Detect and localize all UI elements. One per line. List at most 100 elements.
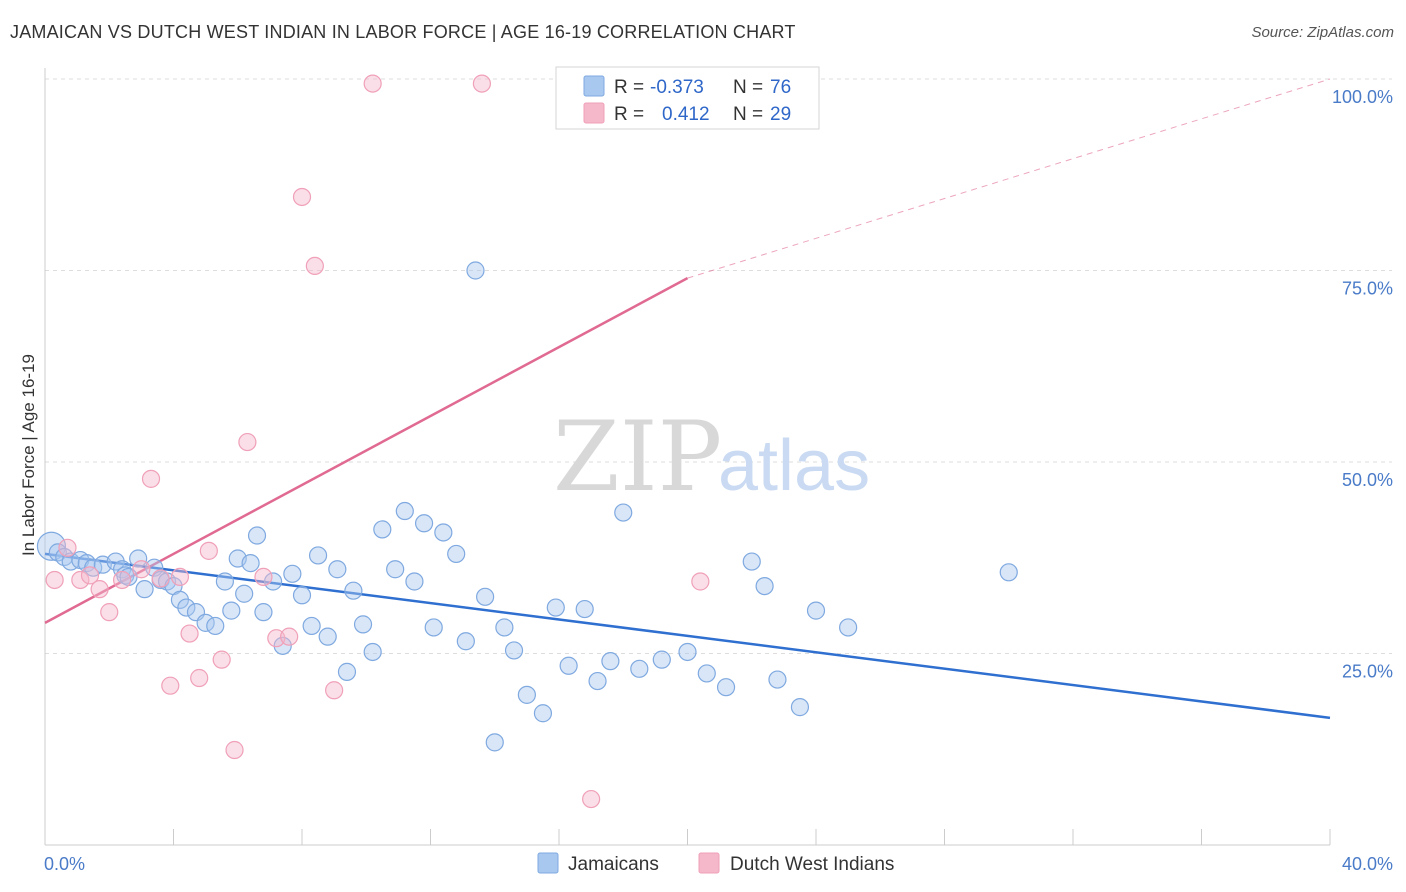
point-jamaicans-46: [414, 514, 434, 533]
point-jamaicans-45: [405, 572, 424, 591]
bottom-legend-jamaicans: Jamaicans: [568, 854, 659, 875]
point-jamaicans-42: [373, 520, 392, 539]
point-dutch-west-indians-23: [325, 681, 344, 700]
point-dutch-west-indians-9: [151, 569, 170, 588]
point-jamaicans-72: [790, 698, 810, 717]
y-tick-labels: 25.0% 50.0% 75.0% 100.0%: [1332, 87, 1393, 682]
point-dutch-west-indians-28: [691, 572, 710, 591]
point-dutch-west-indians-22: [305, 256, 324, 276]
point-jamaicans-35: [308, 546, 328, 565]
point-jamaicans-39: [344, 581, 363, 600]
point-dutch-west-indians-0: [45, 570, 64, 590]
point-jamaicans-24: [222, 601, 241, 620]
legend-swatch-jamaicans: [583, 75, 605, 97]
point-jamaicans-50: [456, 632, 475, 651]
point-dutch-west-indians-27: [582, 789, 601, 809]
point-jamaicans-37: [328, 560, 347, 579]
point-jamaicans-12: [129, 549, 148, 568]
legend-r-value-1: -0.373: [650, 77, 704, 98]
point-jamaicans-53: [485, 733, 504, 752]
point-jamaicans-43: [386, 560, 405, 579]
data-points: [36, 74, 1018, 809]
legend-swatch-dutch-west-indians: [583, 102, 605, 124]
point-dutch-west-indians-2: [71, 570, 90, 590]
point-jamaicans-71: [768, 670, 787, 689]
trend-line-extension-1: [687, 78, 1331, 279]
point-jamaicans-70: [755, 576, 774, 596]
legend-r-label-1: R =: [614, 77, 644, 98]
point-jamaicans-47: [424, 618, 443, 637]
bottom-legend-swatch-dutch-west-indians: [698, 852, 720, 874]
watermark-zip: ZIP: [553, 401, 722, 513]
point-jamaicans-41: [363, 642, 382, 662]
point-jamaicans-26: [235, 584, 254, 603]
bottom-legend-dutch-west-indians: Dutch West Indians: [730, 854, 894, 875]
chart-source: Source: ZipAtlas.com: [1251, 24, 1394, 41]
point-jamaicans-56: [517, 685, 536, 704]
point-jamaicans-22: [206, 616, 225, 636]
point-jamaicans-74: [839, 618, 858, 637]
point-dutch-west-indians-17: [238, 432, 257, 452]
y-tick-label-3: 100.0%: [1332, 87, 1393, 107]
trend-line-0: [44, 552, 1331, 720]
point-jamaicans-59: [559, 656, 578, 675]
point-jamaicans-30: [263, 572, 283, 591]
legend: R = -0.373 N = 76 R = 0.412 N = 29: [555, 66, 820, 130]
point-jamaicans-44: [395, 501, 414, 521]
legend-n-value-1: 76: [770, 77, 791, 98]
point-dutch-west-indians-15: [212, 650, 231, 669]
point-dutch-west-indians-10: [161, 676, 180, 695]
legend-n-label-2: N =: [733, 104, 763, 125]
y-axis-label: In Labor Force | Age 16-19: [19, 354, 38, 556]
trend-line-1: [44, 277, 689, 624]
point-dutch-west-indians-4: [90, 580, 109, 599]
point-jamaicans-75: [999, 563, 1018, 582]
point-jamaicans-55: [504, 641, 524, 660]
watermark-atlas: atlas: [718, 426, 870, 506]
axes: [44, 68, 1331, 846]
point-jamaicans-28: [247, 526, 267, 545]
legend-n-label-1: N =: [733, 77, 763, 98]
point-dutch-west-indians-11: [170, 567, 190, 587]
point-jamaicans-27: [241, 554, 260, 573]
point-jamaicans-40: [353, 615, 373, 634]
point-jamaicans-62: [601, 652, 620, 671]
point-jamaicans-65: [652, 650, 671, 669]
point-jamaicans-67: [697, 664, 716, 683]
point-jamaicans-13: [135, 580, 154, 599]
point-jamaicans-38: [337, 662, 357, 681]
chart-title: JAMAICAN VS DUTCH WEST INDIAN IN LABOR F…: [10, 22, 796, 42]
x-tick-label-0: 0.0%: [44, 854, 85, 874]
point-dutch-west-indians-16: [225, 740, 244, 760]
point-jamaicans-52: [476, 587, 495, 606]
point-dutch-west-indians-5: [100, 603, 119, 622]
point-jamaicans-33: [292, 586, 312, 605]
point-jamaicans-68: [716, 678, 736, 697]
point-dutch-west-indians-7: [132, 560, 151, 579]
point-dutch-west-indians-25: [472, 74, 491, 93]
point-jamaicans-51: [466, 261, 485, 280]
point-dutch-west-indians-3: [80, 566, 100, 585]
point-jamaicans-69: [742, 552, 761, 571]
legend-n-value-2: 29: [770, 104, 791, 125]
point-dutch-west-indians-14: [199, 541, 218, 560]
point-jamaicans-19: [177, 598, 196, 617]
y-tick-label-2: 75.0%: [1342, 279, 1393, 299]
watermark: ZIP atlas: [553, 401, 870, 513]
x-tick-label-1: 40.0%: [1342, 854, 1393, 874]
point-jamaicans-34: [302, 616, 321, 636]
point-jamaicans-49: [447, 544, 466, 564]
point-jamaicans-66: [678, 642, 697, 662]
point-jamaicans-36: [318, 627, 337, 646]
y-tick-label-1: 50.0%: [1342, 470, 1393, 490]
point-jamaicans-29: [254, 603, 273, 622]
point-jamaicans-57: [533, 704, 553, 723]
point-dutch-west-indians-18: [254, 567, 273, 587]
point-jamaicans-63: [614, 503, 633, 522]
x-tick-labels: 0.0% 40.0%: [44, 854, 1393, 874]
point-jamaicans-58: [546, 598, 565, 617]
point-jamaicans-23: [215, 572, 234, 591]
point-dutch-west-indians-21: [292, 187, 312, 207]
legend-r-value-2: 0.412: [662, 104, 710, 125]
